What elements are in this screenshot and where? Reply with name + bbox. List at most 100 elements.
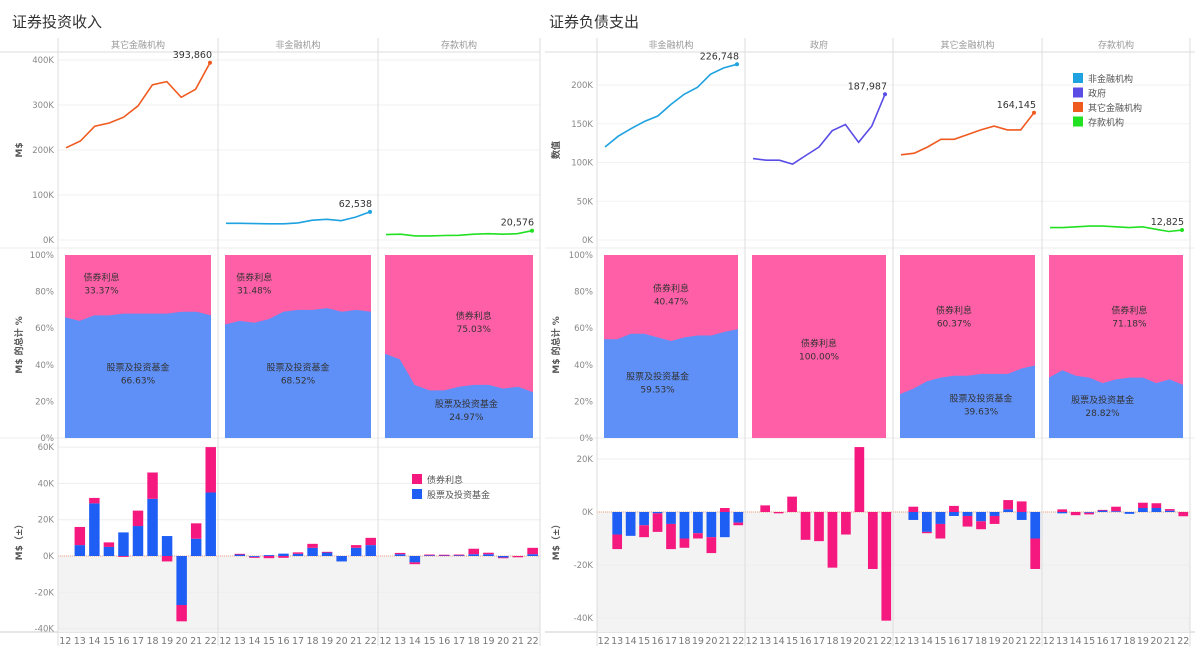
bar-bond [612,534,623,550]
bar-bond [132,510,144,527]
x-tick-label: 17 [1110,636,1122,647]
bar-stock [921,512,932,532]
y-tick-label: 20% [35,397,54,407]
bar-bond [321,551,333,553]
bar-bond [278,556,289,558]
y-tick-label: -40K [35,625,55,635]
bar-bond [1016,501,1027,512]
x-tick-label: 19 [482,636,494,647]
legend-label: 股票及投资基金 [427,489,490,501]
bar-stock [679,512,690,539]
area-label-value: 31.48% [237,287,272,297]
end-value-label: 226,748 [700,51,739,62]
y-tick-label: 300K [32,101,54,111]
bar-stock [424,555,435,556]
bar-bond [921,531,932,534]
bar-stock [497,556,509,558]
bar-stock [74,545,86,556]
bar-bond [814,512,824,542]
bar-bond [679,538,690,548]
x-tick-label: 14 [1070,636,1082,647]
x-tick-label: 22 [527,636,539,647]
x-tick-label: 14 [625,636,637,647]
x-tick-label: 12 [219,636,231,647]
x-tick-label: 15 [934,636,946,647]
bar-bond [935,523,946,539]
x-tick-label: 22 [1177,636,1189,647]
x-tick-label: 21 [190,636,202,647]
bar-stock [1030,512,1041,539]
bar-bond [497,557,509,559]
end-value-label: 187,987 [848,81,887,92]
area-label-name: 债券利息 [236,272,272,284]
area-stock-share [900,365,1035,438]
x-tick-label: 15 [103,636,115,647]
bar-stock [1138,508,1148,512]
legend-swatch [1073,102,1083,112]
x-tick-label: 13 [907,636,919,647]
y-tick-label: 0% [580,434,594,444]
bar-bond [74,526,86,546]
bar-stock [639,512,649,526]
line-series-4 [1050,225,1183,233]
area-bond-share [752,255,886,438]
bar-bond [527,547,538,555]
bar-stock [693,512,703,534]
bar-bond [1070,512,1081,516]
bar-bond [989,515,1000,524]
bar-stock [409,556,421,563]
facet-header: 政府 [810,39,828,51]
bar-stock [161,536,173,556]
negative-region-bg [58,556,540,632]
end-point-marker [530,228,534,233]
area-label-value: 60.37% [937,320,972,330]
bar-stock [205,492,216,556]
bar-stock [453,555,465,556]
bar-stock [321,552,333,556]
bar-bond [1003,500,1014,510]
bar-stock [103,546,115,556]
line-series-3 [385,229,533,237]
area-label-value: 28.82% [1085,409,1120,419]
x-tick-label: 19 [840,636,852,647]
x-tick-label: 13 [759,636,771,647]
bar-bond [409,562,421,565]
bar-stock [612,512,623,535]
area-label-value: 24.97% [449,413,484,423]
y-tick-label: 40% [35,361,54,371]
area-label-value: 39.63% [964,407,999,417]
dashboard-1: 证券投资收入0K100K200K300K400K0%20%40%60%80%10… [0,13,541,647]
x-tick-label: 17 [453,636,465,647]
x-tick-label: 14 [409,636,421,647]
bar-stock [263,555,275,556]
bar-bond [89,497,100,504]
bar-bond [190,523,202,539]
x-tick-label: 15 [263,636,275,647]
end-point-marker [368,209,372,214]
end-point-marker [1032,110,1036,115]
legend-label: 存款机构 [1088,117,1124,129]
area-label-name: 股票及投资基金 [106,361,169,373]
bar-bond [249,556,260,558]
bar-bond [512,556,524,558]
bar-bond [666,523,676,550]
area-label-name: 股票及投资基金 [435,398,498,410]
bar-bond [468,548,480,555]
area-stock-share [385,353,533,438]
x-tick-label: 18 [678,636,690,647]
area-label-value: 59.53% [640,385,675,395]
y-tick-label: 60K [38,443,55,453]
bar-stock [176,556,187,606]
y-tick-label: 0% [41,434,55,444]
x-tick-label: 19 [1137,636,1149,647]
bar-bond [1030,538,1041,569]
bar-stock [190,538,202,556]
bar-bond [438,554,450,556]
area-label-value: 33.37% [84,287,119,297]
y-axis-title: 数值 [550,141,562,159]
bar-stock [652,512,663,514]
bar-bond [962,515,973,527]
bar-bond [483,552,494,555]
x-tick-label: 20 [336,636,348,647]
